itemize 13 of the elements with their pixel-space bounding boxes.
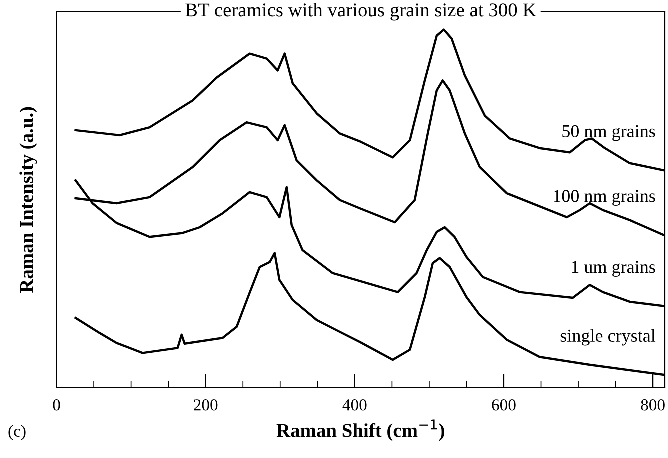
series-label: single crystal <box>560 329 656 346</box>
y-axis-title: Raman Intensity (a.u.) <box>20 107 38 294</box>
series-label: 1 um grains <box>572 261 656 277</box>
x-tick-label: 0 <box>53 400 60 411</box>
x-tick-label: 600 <box>492 400 516 411</box>
series-label: 50 nm grains <box>562 125 656 142</box>
x-tick-label: 200 <box>194 400 218 411</box>
x-axis-title: Raman Shift (cm$^{−1}$) <box>276 420 444 442</box>
chart-title: BT ceramics with various grain size at 300 K <box>186 3 537 21</box>
x-tick-label: 400 <box>342 400 367 411</box>
series-label: 100 nm grains <box>554 190 656 206</box>
text: (c) <box>8 425 26 440</box>
x-tick-label: 800 <box>641 400 665 411</box>
